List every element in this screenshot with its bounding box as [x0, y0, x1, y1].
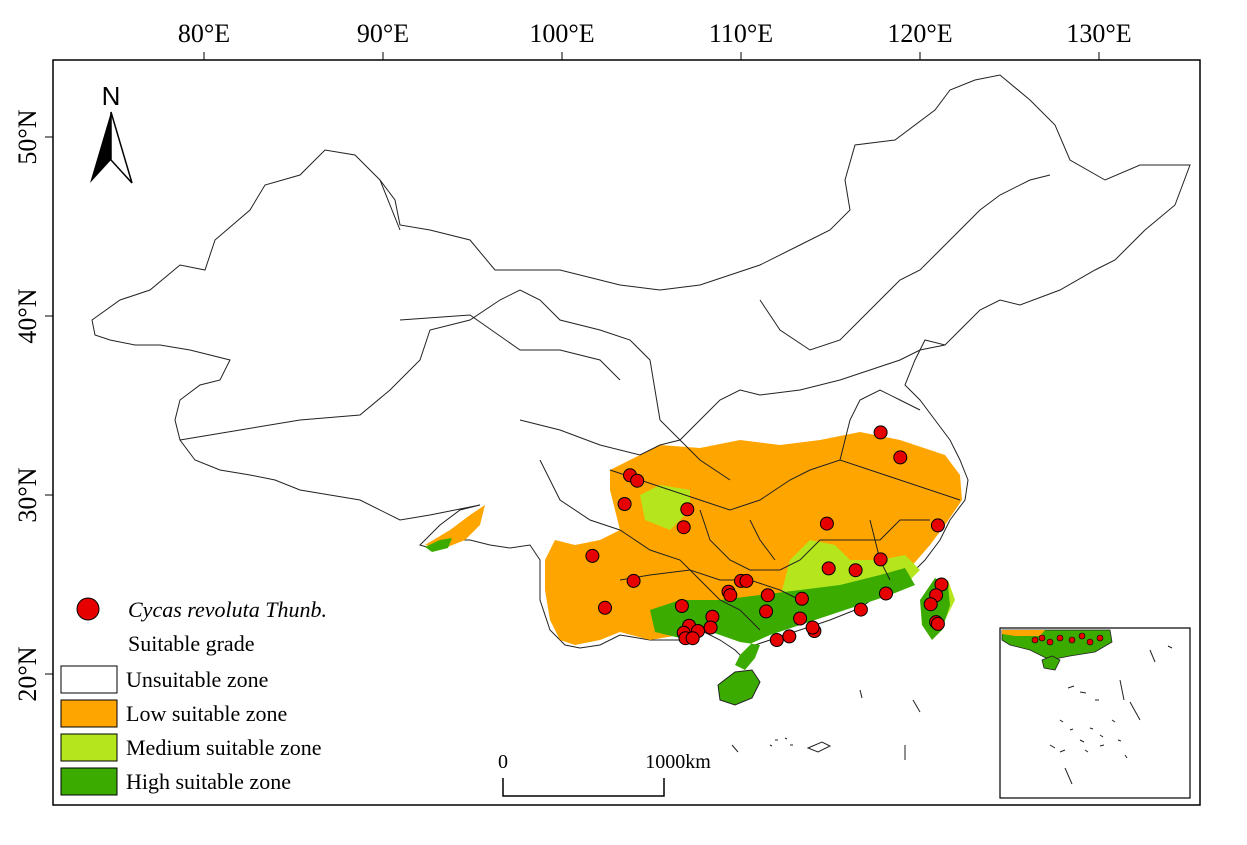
occurrence-point: [930, 616, 945, 631]
legend-label-unsuitable: Unsuitable zone: [126, 667, 268, 692]
occurrence-point: [819, 516, 834, 531]
occurrence-point: [617, 497, 632, 511]
inset-occurrence-point: [1031, 636, 1039, 644]
inset-occurrence-point: [1096, 634, 1104, 642]
legend-label-low: Low suitable zone: [126, 701, 287, 726]
occurrence-point: [760, 588, 775, 603]
scale-end-label: 1000km: [645, 751, 711, 773]
occurrence-point: [848, 563, 863, 578]
legend-occurrence-label: Cycas revoluta Thunb.: [128, 597, 327, 622]
occurrence-point: [923, 597, 938, 612]
occurrence-point: [759, 604, 774, 619]
occurrence-point: [626, 573, 641, 588]
legend-swatch-unsuitable: [60, 665, 118, 694]
province-borders: [179, 174, 1051, 631]
legend-swatch-medium: [60, 733, 118, 762]
south-china-sea-inset: [999, 627, 1191, 799]
occurrence-point: [821, 561, 836, 576]
china-outline: [91, 74, 1191, 661]
north-arrow-label: N: [102, 81, 121, 111]
south-sea-islands: [731, 689, 921, 760]
lon-label-90: 90°E: [357, 19, 409, 48]
occurrence-point: [739, 573, 754, 588]
left-ticks: [45, 136, 53, 675]
occurrence-point: [769, 633, 784, 647]
hainan-island: [717, 669, 761, 706]
inset-occurrence-point: [1068, 636, 1076, 644]
lon-label-110: 110°E: [709, 19, 773, 48]
occurrence-point: [893, 450, 908, 465]
lat-label-30: 30°N: [13, 467, 42, 522]
lon-label-100: 100°E: [529, 19, 594, 48]
top-ticks: [203, 52, 1100, 60]
lat-label-20: 20°N: [13, 646, 42, 701]
inset-occurrence-point: [1038, 634, 1046, 642]
occurrence-point: [703, 620, 718, 635]
legend-grade-title: Suitable grade: [128, 631, 254, 656]
occurrence-point: [930, 518, 945, 533]
occurrence-points: [585, 425, 949, 647]
occurrence-point: [585, 548, 600, 563]
occurrence-point: [805, 620, 820, 635]
inset-occurrence-point: [1086, 638, 1094, 646]
occurrence-point: [723, 588, 738, 603]
scale-bar: 0 1000km: [498, 751, 711, 797]
occurrence-point: [879, 586, 893, 601]
inset-frame: [999, 627, 1191, 799]
north-arrow-icon: [90, 111, 133, 184]
occurrence-point: [598, 600, 612, 615]
legend-label-medium: Medium suitable zone: [126, 735, 322, 760]
scale-bar-line: [502, 778, 665, 797]
lat-label-40: 40°N: [13, 288, 42, 343]
lon-label-80: 80°E: [178, 19, 230, 48]
lat-label-50: 50°N: [13, 109, 42, 164]
occurrence-point: [853, 602, 868, 617]
north-arrow: N: [90, 81, 133, 184]
lon-label-130: 130°E: [1066, 19, 1131, 48]
occurrence-point: [676, 520, 691, 535]
occurrence-point: [793, 611, 808, 626]
occurrence-point: [794, 591, 809, 606]
legend-occurrence-symbol: [76, 597, 100, 621]
inset-occurrence-point: [1078, 632, 1086, 640]
scale-start-label: 0: [498, 751, 508, 773]
occurrence-point: [680, 502, 695, 517]
inset-occurrences: [1031, 632, 1104, 646]
occurrence-point: [873, 552, 888, 567]
legend-swatch-high: [60, 767, 118, 796]
inset-hainan: [1041, 655, 1061, 671]
occurrence-point: [685, 631, 700, 646]
occurrence-point: [782, 629, 797, 644]
inset-occurrence-point: [1056, 634, 1064, 642]
occurrence-point: [873, 425, 888, 440]
lon-label-120: 120°E: [887, 19, 952, 48]
inset-mainland-orange: [1002, 630, 1045, 636]
inset-occurrence-point: [1046, 638, 1054, 646]
legend-label-high: High suitable zone: [126, 769, 291, 794]
occurrence-point: [630, 473, 645, 488]
occurrence-point: [674, 599, 689, 613]
legend-swatch-low: [60, 699, 118, 728]
legend: Cycas revoluta Thunb. Suitable grade Uns…: [60, 597, 327, 796]
inset-islands: [1049, 645, 1173, 785]
